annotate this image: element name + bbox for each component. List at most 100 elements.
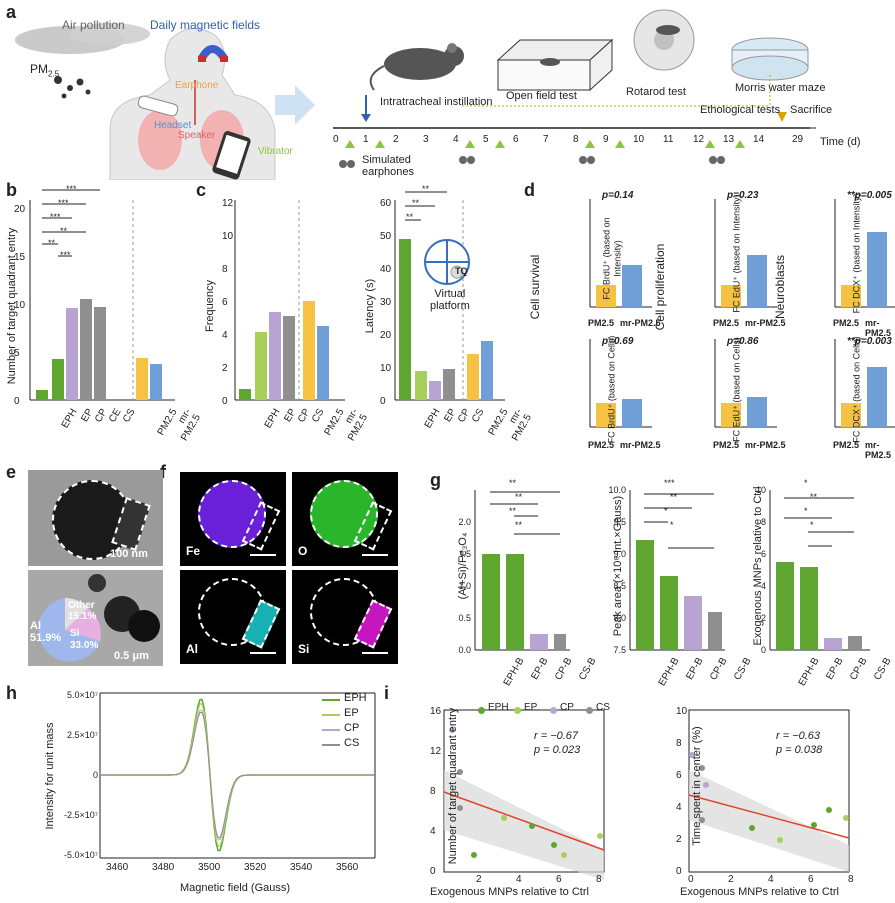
h-xlabel: Magnetic field (Gauss) [180,882,291,894]
i-left-xtick: 4 [516,874,522,885]
h-xtick: 3560 [336,862,359,873]
panel-label-a: a [6,2,17,22]
c-lat-ytick: 40 [380,264,392,275]
day-tick-label: 11 [663,134,674,145]
eds-element-label: O [298,544,308,558]
panel-label-b: b [6,180,17,200]
g-ytick: 10.0 [608,485,626,495]
panel-label-h: h [6,683,17,703]
phone-icon [212,131,251,180]
pie-al-label: Al 51.9% [30,620,62,644]
virtual-platform-label: Virtual platform [430,288,470,312]
b-significance-label: *** [66,184,77,194]
g-significance: ** [670,492,678,502]
panel-label-i: i [384,683,390,703]
g-significance: ** [515,520,523,530]
d-xlabel: PM2.5 [588,440,615,450]
h-legend-swatch [322,729,340,731]
time-axis-label: Time (d) [820,136,861,148]
headset-device-icon [137,95,179,117]
i-legend-dot [478,707,485,714]
d-top-ylabel: FC BrdU⁺ (based on Intensity) [601,217,623,300]
bar-MR [150,364,162,400]
d-top-ylabel: FC DCX⁺ (based on Intensity) [851,193,862,314]
day-tick-label: 13 [723,134,735,145]
bar-CE [80,299,92,400]
day-tick-label: 9 [603,134,609,145]
i-legend-label: CS [596,702,610,713]
b-ytick-label: 0 [14,396,20,407]
panel-h-chart [99,692,376,859]
h-xtick: 3480 [152,862,175,873]
d-bottom-ylabel: FC DCX⁺ (based on Cells) [851,336,862,443]
speaker-label: Speaker [178,130,216,141]
b-significance-label: ** [48,238,56,248]
i-left-ytick: 0 [430,866,436,877]
day-tick-label: 14 [753,134,765,145]
i-left-xtick: 6 [556,874,562,885]
h-xtick: 3460 [106,862,129,873]
h-ytick: -5.0×10⁷ [63,850,98,860]
i-right-ytick: 6 [676,770,682,781]
magnetic-fields-label: Daily magnetic fields [150,18,261,32]
c-lat-ytick: 60 [380,198,392,209]
d-xlabel: PM2.5 [713,318,740,328]
i-right-p: p = 0.038 [776,744,823,756]
mouse-icon [369,43,464,91]
vibrator-label: Vibrator [258,146,293,157]
i-right-xtick: 2 [728,874,734,885]
d-xlabel: mr-PM2.5 [620,318,661,328]
eds-map-3 [292,570,398,664]
b-ytick-label: 15 [14,252,26,263]
human-torso-icon [109,28,276,180]
d-xlabel: mr-PM2.5 [620,440,661,450]
sacrifice-label: Sacrifice [790,104,833,116]
c-freq-ytick: 8 [222,264,228,275]
b-significance-label: ** [60,226,68,236]
g-ytick: 6 [760,549,766,559]
d-row-title: Cell survival [528,254,542,320]
b-ytick-label: 5 [14,348,20,359]
i-right-ylabel: Time spent in center (%) [691,726,703,846]
d-chart-bottom [589,339,652,428]
d-bottom-pvalue: p=0.69 [602,336,634,347]
d-bottom-pvalue: **p=0.003 [847,336,892,347]
flow-arrow-icon [275,85,315,125]
earphone-icon [339,156,725,168]
g-ytick: 10 [755,485,766,495]
eds-element-label: Fe [186,544,201,558]
panel-b-chart [29,189,175,401]
c-lat-ytick: 10 [380,363,392,374]
panel-c-chart [234,191,505,401]
h-ytick: 0 [92,770,98,780]
bar-EP [52,359,64,400]
g-ytick: 0.0 [458,645,471,655]
d-top-pvalue: p=0.23 [727,190,759,201]
i-right-xtick: 0 [688,874,694,885]
tq-label: TQ [455,266,468,276]
b-ytick-label: 20 [14,204,26,215]
g-ytick: 8 [760,517,766,527]
g-ytick: 9.0 [613,549,626,559]
d-chart-bottom [834,339,895,428]
open-field-label: Open field test [506,90,577,102]
bar-CS [94,307,106,400]
g-significance: ** [509,478,517,488]
d-row-title: Neuroblasts [773,254,787,320]
panel-i-charts [443,709,850,880]
b-ytick-label: 10 [14,300,26,311]
d-top-pvalue: **p=0.005 [847,190,892,201]
i-left-ytick: 4 [430,826,436,837]
water-maze-icon [731,37,809,81]
g-ytick: 1.5 [458,549,471,559]
day-tick-label: 6 [513,134,519,145]
c-significance-label: ** [412,198,420,208]
i-right-xtick: 6 [808,874,814,885]
h-ytick: -2.5×10⁷ [63,810,98,820]
scale-bar-05um: 0.5 μm [114,650,149,662]
day-tick-label: 12 [693,134,705,145]
h-xtick: 3520 [244,862,267,873]
g-significance: * [804,506,808,516]
c-lat-ytick: 30 [380,297,392,308]
i-left-p: p = 0.023 [534,744,581,756]
